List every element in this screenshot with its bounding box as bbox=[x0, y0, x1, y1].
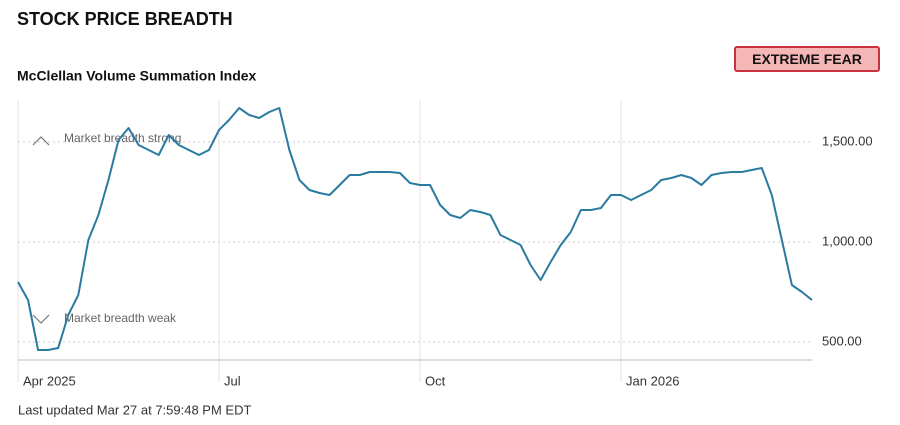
y-tick-label: 1,500.00 bbox=[822, 133, 873, 148]
sentiment-badge: EXTREME FEAR bbox=[734, 46, 880, 72]
down-chevron bbox=[32, 314, 50, 324]
y-tick-label: 1,000.00 bbox=[822, 233, 873, 248]
annotation: Market breadth weak bbox=[64, 311, 177, 325]
up-chevron bbox=[32, 136, 50, 146]
chart-title: McClellan Volume Summation Index bbox=[17, 68, 257, 84]
x-tick-label: Jan 2026 bbox=[626, 373, 680, 388]
footer: Last updated Mar 27 at 7:59:48 PM EDT bbox=[18, 402, 251, 417]
y-tick-label: 500.00 bbox=[822, 333, 862, 348]
annotation: Market breadth strong bbox=[64, 131, 181, 145]
x-tick-label: Apr 2025 bbox=[23, 373, 76, 388]
x-tick-label: Oct bbox=[425, 373, 446, 388]
page-title: STOCK PRICE BREADTH bbox=[17, 9, 233, 29]
x-tick-label: Jul bbox=[224, 373, 241, 388]
series-line bbox=[17, 107, 813, 351]
